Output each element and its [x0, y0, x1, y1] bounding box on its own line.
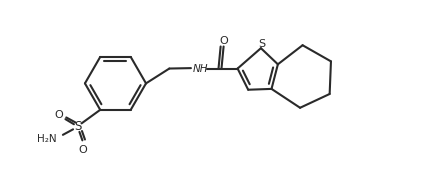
Text: S: S [258, 39, 265, 49]
Text: H₂N: H₂N [37, 134, 57, 144]
Text: O: O [79, 145, 88, 155]
Text: NH: NH [193, 64, 208, 74]
Text: S: S [75, 120, 82, 133]
Text: O: O [219, 36, 228, 46]
Text: O: O [54, 110, 63, 120]
